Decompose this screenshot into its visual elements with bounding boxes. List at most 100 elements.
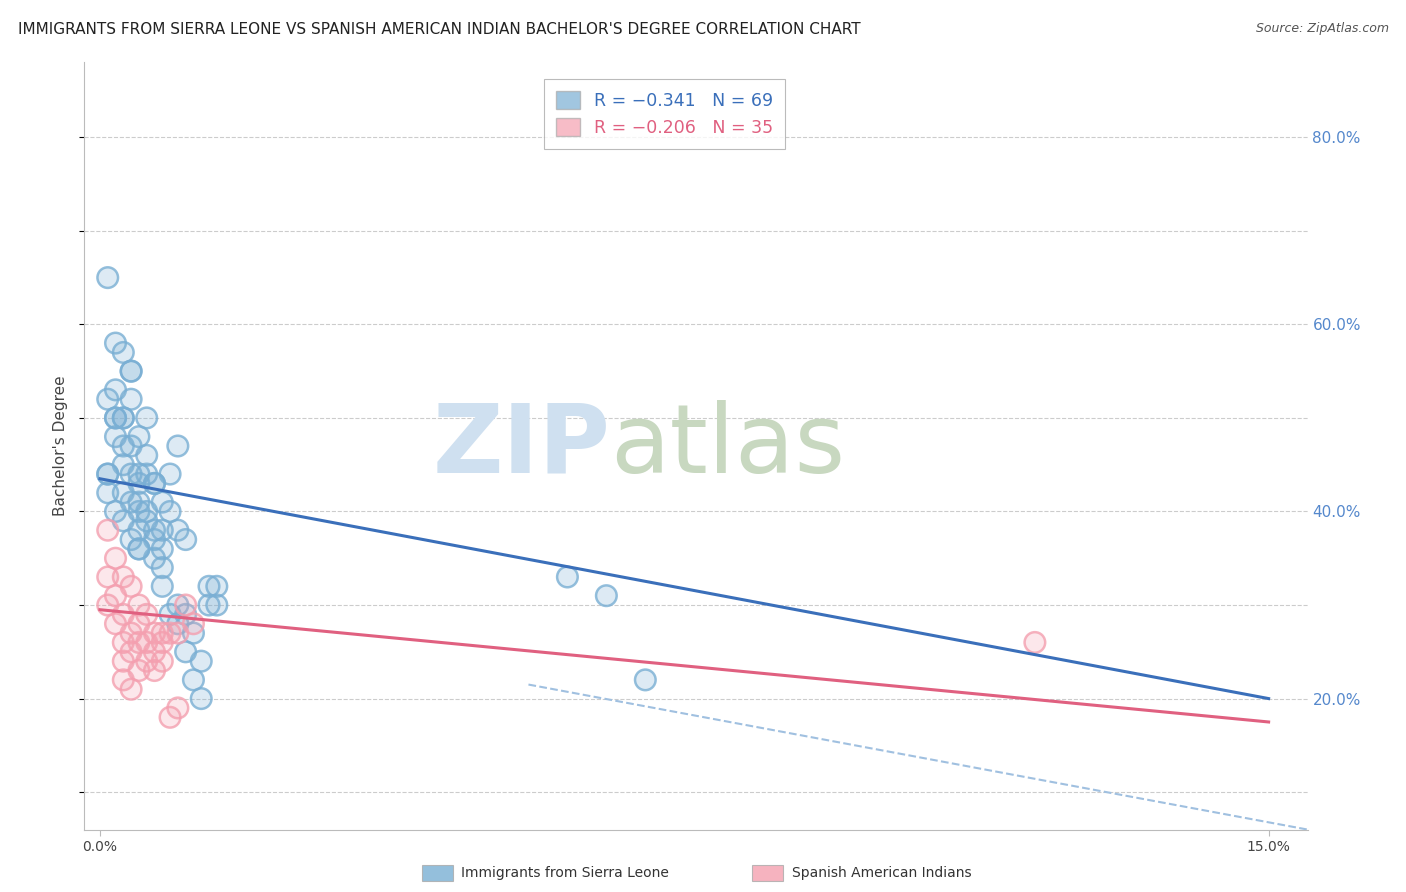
Point: [166, 626, 188, 640]
Point: [97, 392, 120, 407]
Point: [104, 589, 127, 603]
Point: [128, 541, 150, 556]
Point: [135, 635, 157, 649]
Point: [120, 579, 142, 593]
Point: [150, 495, 173, 509]
Text: ZIP: ZIP: [433, 400, 610, 492]
Point: [166, 439, 188, 453]
Point: [135, 514, 157, 528]
Point: [104, 336, 127, 351]
Point: [166, 701, 188, 715]
Point: [135, 635, 157, 649]
Point: [128, 476, 150, 491]
Point: [104, 551, 127, 566]
Point: [128, 664, 150, 678]
Point: [97, 598, 120, 612]
Point: [128, 541, 150, 556]
Y-axis label: Bachelor's Degree: Bachelor's Degree: [53, 376, 69, 516]
Point: [166, 626, 188, 640]
Point: [150, 560, 173, 574]
Point: [97, 270, 120, 285]
Point: [183, 616, 205, 631]
Text: Immigrants from Sierra Leone: Immigrants from Sierra Leone: [461, 866, 669, 880]
Point: [112, 345, 135, 359]
Point: [128, 495, 150, 509]
Point: [112, 654, 135, 668]
Point: [120, 533, 142, 547]
Point: [150, 579, 173, 593]
Point: [174, 533, 197, 547]
Point: [120, 682, 142, 697]
Point: [112, 607, 135, 622]
Point: [159, 504, 181, 518]
Point: [166, 523, 188, 537]
Point: [595, 589, 617, 603]
Point: [143, 476, 166, 491]
Point: [1024, 635, 1046, 649]
Point: [166, 616, 188, 631]
Point: [159, 626, 181, 640]
Point: [595, 589, 617, 603]
Point: [634, 673, 657, 687]
Point: [97, 467, 120, 481]
Point: [104, 504, 127, 518]
Point: [198, 598, 221, 612]
Point: [150, 626, 173, 640]
Point: [97, 467, 120, 481]
Text: IMMIGRANTS FROM SIERRA LEONE VS SPANISH AMERICAN INDIAN BACHELOR'S DEGREE CORREL: IMMIGRANTS FROM SIERRA LEONE VS SPANISH …: [18, 22, 860, 37]
Point: [104, 430, 127, 444]
Legend: R = −0.341   N = 69, R = −0.206   N = 35: R = −0.341 N = 69, R = −0.206 N = 35: [544, 78, 785, 149]
Point: [112, 673, 135, 687]
Point: [159, 710, 181, 724]
Point: [128, 523, 150, 537]
Point: [159, 607, 181, 622]
Point: [634, 673, 657, 687]
Point: [128, 598, 150, 612]
Text: Source: ZipAtlas.com: Source: ZipAtlas.com: [1256, 22, 1389, 36]
Point: [112, 607, 135, 622]
Point: [120, 682, 142, 697]
Point: [120, 645, 142, 659]
Point: [120, 579, 142, 593]
Point: [135, 504, 157, 518]
Point: [205, 598, 228, 612]
Point: [174, 607, 197, 622]
Point: [120, 626, 142, 640]
Point: [120, 392, 142, 407]
Point: [112, 439, 135, 453]
Point: [112, 485, 135, 500]
Point: [128, 616, 150, 631]
Point: [198, 598, 221, 612]
Point: [166, 439, 188, 453]
Point: [128, 541, 150, 556]
Point: [159, 626, 181, 640]
Point: [97, 570, 120, 584]
Point: [104, 551, 127, 566]
Point: [104, 430, 127, 444]
Point: [97, 598, 120, 612]
Point: [190, 691, 212, 706]
Point: [128, 504, 150, 518]
Point: [143, 645, 166, 659]
Point: [112, 570, 135, 584]
Point: [143, 626, 166, 640]
Point: [150, 626, 173, 640]
Point: [150, 654, 173, 668]
Point: [159, 504, 181, 518]
Point: [190, 654, 212, 668]
Point: [143, 626, 166, 640]
Point: [120, 392, 142, 407]
Point: [104, 589, 127, 603]
Point: [135, 504, 157, 518]
Point: [120, 467, 142, 481]
Point: [135, 654, 157, 668]
Point: [128, 430, 150, 444]
Point: [183, 626, 205, 640]
Point: [135, 654, 157, 668]
Point: [104, 411, 127, 425]
Point: [166, 598, 188, 612]
Point: [128, 476, 150, 491]
Point: [143, 523, 166, 537]
Point: [104, 616, 127, 631]
Text: Spanish American Indians: Spanish American Indians: [792, 866, 972, 880]
